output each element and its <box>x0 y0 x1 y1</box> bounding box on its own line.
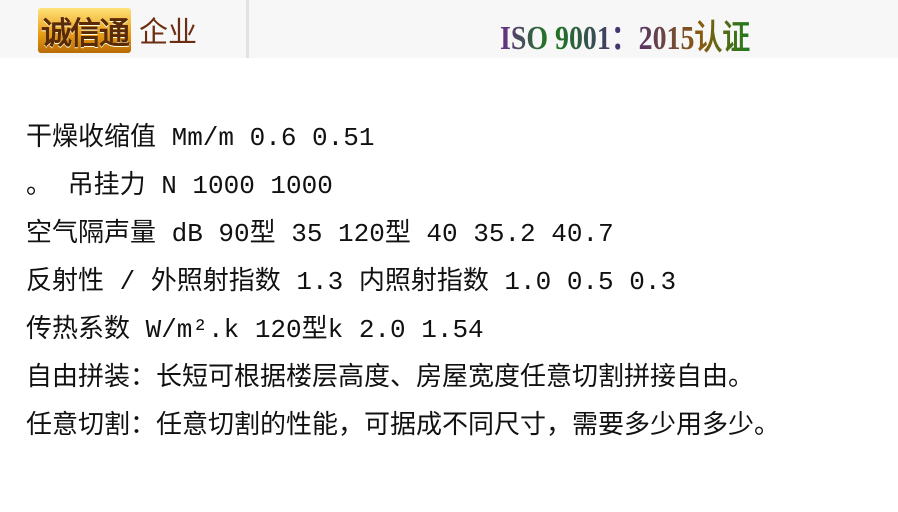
spec-line: 空气隔声量 dB 90型 35 120型 40 35.2 40.7 <box>26 219 614 249</box>
header-bar: 诚信通 企业 ISO 9001：2015认证 <box>0 0 898 58</box>
header-divider <box>246 0 249 58</box>
spec-line: 自由拼装：长短可根据楼层高度、房屋宽度任意切割拼接自由。 <box>26 363 755 393</box>
spec-line: 。 吊挂力 N 1000 1000 <box>26 171 333 201</box>
spec-line: 反射性 / 外照射指数 1.3 内照射指数 1.0 0.5 0.3 <box>26 267 677 297</box>
spec-line: 传热系数 W/m².k 120型k 2.0 1.54 <box>26 315 484 345</box>
iso-certification: ISO 9001：2015认证 <box>500 10 750 59</box>
logo-text: 企业 <box>139 15 198 49</box>
spec-text: 干燥收缩值 Mm/m 0.6 0.51 。 吊挂力 N 1000 1000 空气… <box>26 114 780 450</box>
spec-line: 任意切割：任意切割的性能，可据成不同尺寸，需要多少用多少。 <box>26 411 781 441</box>
spec-line: 干燥收缩值 Mm/m 0.6 0.51 <box>26 123 375 153</box>
chengxintong-logo[interactable]: 诚信通 企业 <box>38 7 198 53</box>
logo-mark: 诚信通 <box>38 7 131 53</box>
